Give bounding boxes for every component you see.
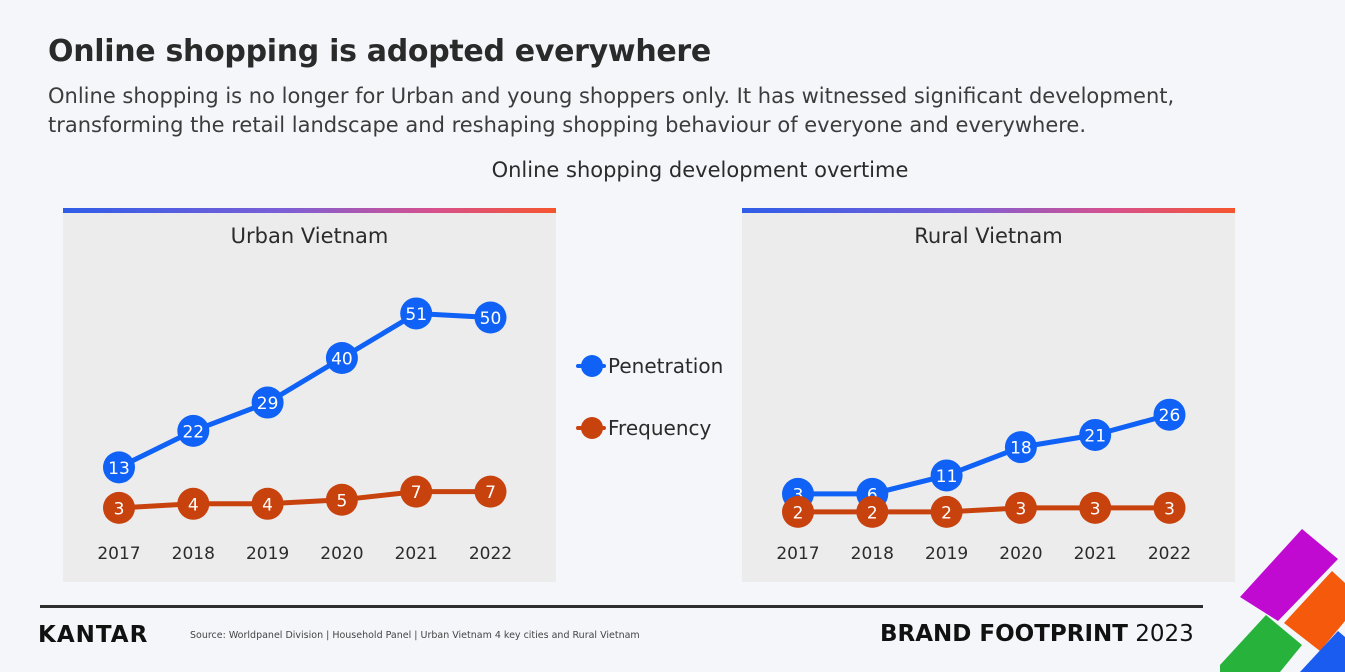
urban-x-tick-label: 2020 [320, 544, 363, 564]
rural-frequency-point [782, 495, 814, 528]
page-title: Online shopping is adopted everywhere [48, 34, 711, 69]
rural-frequency-point [930, 495, 963, 528]
urban-penetration-data-label: 13 [108, 459, 130, 479]
rural-penetration-data-label: 18 [1010, 439, 1032, 459]
urban-penetration-point [474, 301, 507, 334]
brand-footprint-year: 2023 [1135, 621, 1194, 647]
deco-green-shape [1220, 615, 1302, 672]
rural-frequency-point [1079, 491, 1112, 524]
legend-frequency-marker [581, 417, 603, 439]
rural-chart-panel: Rural Vietnam 2017 2018 2019 2020 2021 2022 3 6… [742, 208, 1235, 582]
urban-frequency-data-label: 5 [336, 491, 347, 511]
urban-penetration-point [177, 414, 210, 447]
urban-penetration-line [116, 311, 493, 470]
urban-chart-title: Urban Vietnam [230, 224, 389, 248]
urban-penetration-point [103, 451, 135, 484]
rural-penetration-data-label: 21 [1084, 426, 1106, 446]
decorative-corner-shapes [1220, 529, 1345, 672]
rural-frequency-point [856, 495, 889, 528]
rural-frequency-data-label: 2 [941, 503, 952, 523]
rural-penetration-point [930, 459, 963, 492]
rural-penetration-point [1004, 431, 1037, 464]
urban-penetration-data-label: 50 [480, 309, 502, 329]
rural-frequency-data-label: 2 [867, 503, 878, 523]
rural-penetration-data-label: 26 [1159, 406, 1181, 426]
legend-penetration-label: Penetration [608, 354, 724, 378]
rural-frequency-data-label: 3 [1015, 499, 1026, 519]
page-subtitle: Online shopping is no longer for Urban a… [48, 84, 1175, 137]
brand-footprint-bold: BRAND FOOTPRINT [880, 621, 1128, 647]
rural-frequency-point [1153, 491, 1186, 524]
urban-x-tick-label: 2018 [172, 544, 215, 564]
deco-orange-shape [1284, 571, 1345, 651]
urban-frequency-data-label: 7 [485, 483, 496, 503]
deco-blue-shape [1300, 631, 1345, 672]
urban-x-tick-label: 2017 [97, 544, 140, 564]
urban-frequency-data-label: 4 [262, 495, 273, 515]
rural-penetration-data-label: 6 [867, 485, 878, 505]
rural-penetration-point [1153, 398, 1186, 431]
urban-frequency-point [251, 487, 284, 520]
chart-heading: Online shopping development overtime [491, 158, 909, 182]
legend-frequency-label: Frequency [608, 416, 712, 440]
urban-frequency-point [474, 475, 507, 508]
rural-x-tick-label: 2017 [776, 544, 819, 564]
urban-penetration-data-label: 29 [257, 394, 279, 414]
rural-frequency-data-label: 3 [1164, 499, 1175, 519]
rural-x-tick-label: 2021 [1074, 544, 1117, 564]
gradient-bar [63, 208, 556, 213]
brand-footprint-label: BRAND FOOTPRINT 2023 [880, 621, 1194, 647]
urban-frequency-line [116, 489, 493, 511]
urban-penetration-point [251, 386, 284, 419]
urban-chart-svg: 2017 2018 2019 2020 2021 2022 13 22 29 40 51 50 3 4 4 5… [97, 297, 512, 564]
urban-x-tick-label: 2021 [395, 544, 438, 564]
urban-frequency-point [400, 475, 433, 508]
rural-x-tick-label: 2022 [1148, 544, 1191, 564]
urban-x-tick-label: 2022 [469, 544, 512, 564]
urban-penetration-data-label: 40 [331, 350, 353, 370]
urban-chart-panel: Urban Vietnam 2017 2018 2019 2020 2021 2022 13… [63, 208, 556, 582]
urban-frequency-point [103, 491, 135, 524]
footer-divider [40, 605, 1203, 608]
rural-frequency-data-label: 3 [1090, 499, 1101, 519]
gradient-bar [742, 208, 1235, 213]
urban-frequency-data-label: 4 [188, 495, 199, 515]
urban-penetration-data-label: 22 [182, 422, 204, 442]
legend-penetration-marker [581, 355, 603, 377]
rural-x-tick-label: 2020 [999, 544, 1042, 564]
deco-purple-shape [1240, 529, 1338, 621]
rural-frequency-line [795, 505, 1172, 515]
rural-frequency-point [1004, 491, 1037, 524]
kantar-logo: KANTAR [38, 622, 149, 648]
urban-penetration-point [400, 297, 433, 330]
urban-frequency-data-label: 3 [114, 499, 125, 519]
rural-penetration-point [1079, 418, 1112, 451]
urban-frequency-point [325, 483, 358, 516]
rural-chart-title: Rural Vietnam [914, 224, 1063, 248]
rural-penetration-line [795, 412, 1172, 497]
urban-penetration-point [325, 342, 358, 374]
urban-penetration-data-label: 51 [405, 305, 427, 325]
rural-penetration-data-label: 11 [936, 467, 958, 487]
rural-penetration-data-label: 3 [793, 485, 804, 505]
urban-frequency-point [177, 487, 210, 520]
urban-x-tick-label: 2019 [246, 544, 289, 564]
rural-x-tick-label: 2018 [851, 544, 894, 564]
rural-frequency-data-label: 2 [793, 503, 804, 523]
rural-x-tick-label: 2019 [925, 544, 968, 564]
source-note: Source: Worldpanel Division | Household … [190, 630, 640, 641]
urban-frequency-data-label: 7 [411, 483, 422, 503]
